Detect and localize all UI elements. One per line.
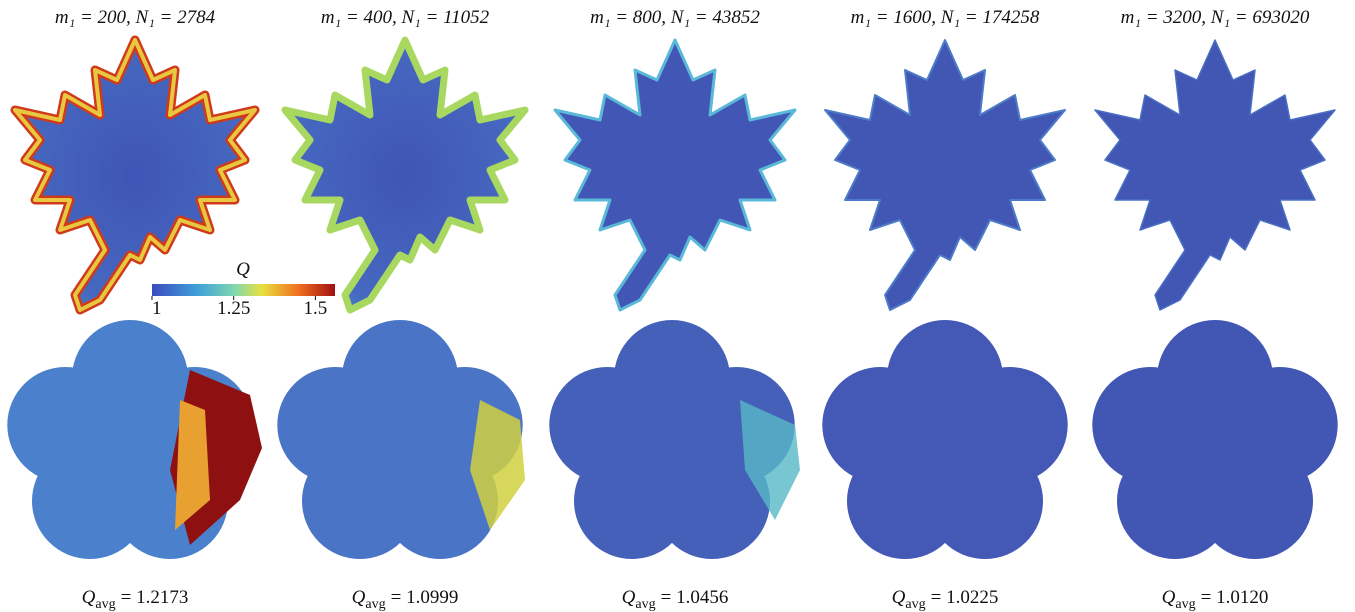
- q-subscript: avg: [635, 597, 655, 612]
- q-subscript: avg: [905, 597, 925, 612]
- q-subscript: avg: [95, 597, 115, 612]
- q-value: = 1.0999: [391, 587, 459, 608]
- colorbar-tick-label: 1.25: [217, 298, 250, 319]
- q-average: Qavg = 1.0120: [1162, 587, 1269, 612]
- q-value: = 1.0225: [931, 587, 999, 608]
- q-symbol: Q: [82, 587, 96, 608]
- q-symbol: Q: [622, 587, 636, 608]
- q-subscript: avg: [1175, 597, 1195, 612]
- colorbar-tick-label: 1: [152, 298, 162, 319]
- colorbar-label: Q: [236, 259, 250, 280]
- q-average: Qavg = 1.0225: [892, 587, 999, 612]
- q-value: = 1.2173: [121, 587, 189, 608]
- colorbar-gradient: [152, 284, 335, 296]
- colorbar: Q 1 1.25 1.5: [152, 259, 335, 319]
- column-title: m₁ = 200, N₁ = 2784: [55, 7, 216, 28]
- colorbar-tick-label: 1.5: [304, 298, 328, 319]
- q-subscript: avg: [365, 597, 385, 612]
- leaf-mesh: [285, 40, 525, 310]
- leaf-mesh: [555, 40, 795, 310]
- column-title: m₁ = 1600, N₁ = 174258: [851, 7, 1040, 28]
- q-symbol: Q: [1162, 587, 1176, 608]
- column-title: m₁ = 400, N₁ = 11052: [321, 7, 490, 28]
- meshes: [7, 40, 1337, 559]
- figure: Q 1 1.25 1.5 m₁ = 200, N₁ = 2784 Qavg = 1.21…: [0, 0, 1355, 612]
- leaf-mesh: [15, 40, 255, 310]
- q-symbol: Q: [352, 587, 366, 608]
- q-value: = 1.0120: [1201, 587, 1269, 608]
- q-value: = 1.0456: [661, 587, 729, 608]
- flower-mesh: [1092, 320, 1337, 559]
- leaf-mesh: [1095, 40, 1335, 310]
- q-average: Qavg = 1.0456: [622, 587, 729, 612]
- column-title: m₁ = 800, N₁ = 43852: [590, 7, 760, 28]
- flower-mesh: [822, 320, 1067, 559]
- leaf-mesh: [825, 40, 1065, 310]
- q-average: Qavg = 1.2173: [82, 587, 189, 612]
- q-average: Qavg = 1.0999: [352, 587, 459, 612]
- q-symbol: Q: [892, 587, 906, 608]
- column-title: m₁ = 3200, N₁ = 693020: [1121, 7, 1310, 28]
